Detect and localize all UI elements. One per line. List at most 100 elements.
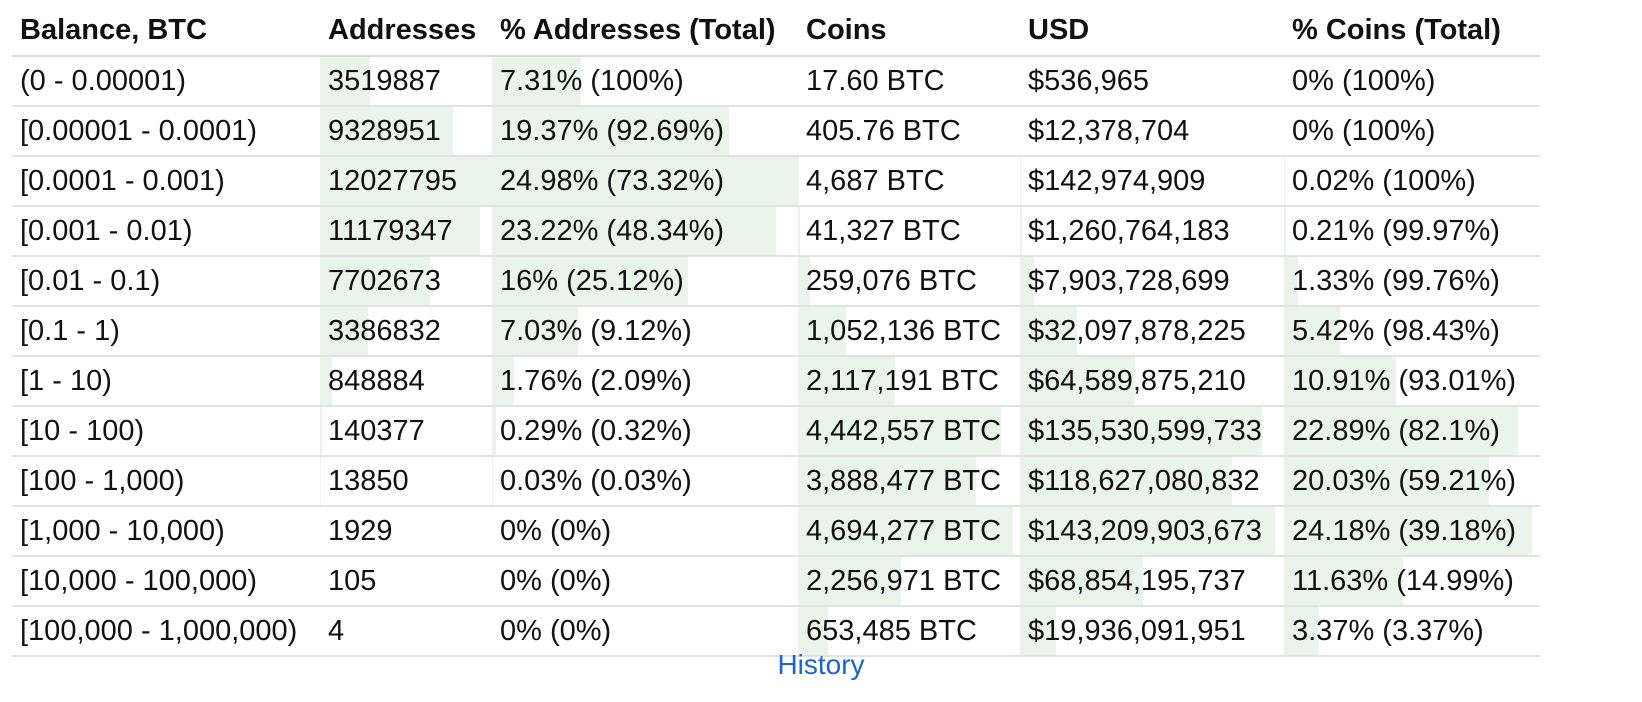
column-header-balance[interactable]: Balance, BTC: [12, 6, 320, 57]
pct-addresses-cell: 0% (0%): [492, 606, 798, 657]
share-bar: [798, 457, 976, 505]
pct-coins-cell: 24.18% (39.18%): [1284, 506, 1540, 557]
share-bar: [798, 307, 847, 355]
pct-addresses-cell: 16% (25.12%): [492, 256, 798, 307]
share-bar: [798, 207, 800, 255]
addresses-cell: 140377: [320, 406, 492, 457]
share-bar: [1020, 307, 1078, 355]
coins-cell: 259,076 BTC: [798, 256, 1020, 307]
coins-cell: 4,687 BTC: [798, 156, 1020, 207]
share-bar: [798, 407, 1002, 455]
table-row: [0.1 - 1) 3386832 7.03% (9.12%) 1,052,136 B…: [12, 306, 1540, 357]
share-bar: [1020, 207, 1023, 255]
usd-text: $32,097,878,225: [1028, 314, 1246, 347]
addresses-text: 13850: [328, 464, 409, 497]
coins-cell: 2,117,191 BTC: [798, 356, 1020, 407]
coins-text: 4,687 BTC: [806, 164, 945, 197]
coins-text: 17.60 BTC: [806, 64, 945, 97]
usd-cell: $1,260,764,183: [1020, 206, 1284, 257]
addresses-cell: 7702673: [320, 256, 492, 307]
share-bar: [1020, 357, 1136, 405]
balance-text: [0.00001 - 0.0001): [20, 114, 258, 147]
pct-addresses-text: 24.98% (73.32%): [500, 164, 725, 197]
pct-addresses-text: 0% (0%): [500, 514, 612, 547]
pct-coins-text: 0% (100%): [1292, 114, 1436, 147]
share-bar: [1020, 557, 1143, 605]
share-bar: [492, 307, 579, 355]
coins-cell: 2,256,971 BTC: [798, 556, 1020, 607]
table-row: (0 - 0.00001) 3519887 7.31% (100%) 17.60 BT…: [12, 56, 1540, 107]
pct-addresses-text: 0% (0%): [500, 614, 612, 647]
usd-cell: $118,627,080,832: [1020, 456, 1284, 507]
pct-addresses-text: 23.22% (48.34%): [500, 214, 725, 247]
pct-addresses-cell: 0.03% (0.03%): [492, 456, 798, 507]
pct-addresses-text: 0.03% (0.03%): [500, 464, 692, 497]
share-bar: [320, 407, 322, 455]
pct-coins-cell: 11.63% (14.99%): [1284, 556, 1540, 607]
share-bar: [798, 607, 828, 655]
table-row: [0.00001 - 0.0001) 9328951 19.37% (92.69%)…: [12, 106, 1540, 157]
balance-cell: [0.0001 - 0.001): [12, 156, 320, 207]
column-header-usd[interactable]: USD: [1020, 6, 1284, 57]
share-bar: [1284, 507, 1532, 555]
table-row: [100,000 - 1,000,000) 4 0% (0%) 653,485 BTC…: [12, 606, 1540, 657]
coins-text: 1,052,136 BTC: [806, 314, 1002, 347]
share-bar: [492, 207, 777, 255]
usd-cell: $536,965: [1020, 56, 1284, 107]
share-bar: [798, 257, 810, 305]
pct-addresses-cell: 0% (0%): [492, 556, 798, 607]
share-bar: [1284, 607, 1319, 655]
column-header-addresses[interactable]: Addresses: [320, 6, 492, 57]
addresses-text: 848884: [328, 364, 425, 397]
usd-text: $68,854,195,737: [1028, 564, 1246, 597]
usd-text: $143,209,903,673: [1028, 514, 1262, 547]
balance-distribution-table: Balance, BTC Addresses % Addresses (Tota…: [12, 6, 1540, 657]
share-bar: [1020, 457, 1232, 505]
balance-text: [0.1 - 1): [20, 314, 120, 347]
addresses-text: 105: [328, 564, 377, 597]
addresses-text: 9328951: [328, 114, 441, 147]
usd-text: $7,903,728,699: [1028, 264, 1230, 297]
share-bar: [1020, 607, 1056, 655]
pct-coins-text: 0.21% (99.97%): [1292, 214, 1500, 247]
column-header-coins[interactable]: Coins: [798, 6, 1020, 57]
addresses-cell: 11179347: [320, 206, 492, 257]
pct-addresses-cell: 0.29% (0.32%): [492, 406, 798, 457]
pct-addresses-text: 0% (0%): [500, 564, 612, 597]
table-row: [10 - 100) 140377 0.29% (0.32%) 4,442,557 B…: [12, 406, 1540, 457]
addresses-text: 12027795: [328, 164, 458, 197]
pct-coins-cell: 20.03% (59.21%): [1284, 456, 1540, 507]
share-bar: [492, 257, 688, 305]
usd-text: $118,627,080,832: [1028, 464, 1260, 497]
pct-coins-text: 20.03% (59.21%): [1292, 464, 1517, 497]
pct-coins-text: 3.37% (3.37%): [1292, 614, 1484, 647]
history-link[interactable]: History: [777, 649, 865, 680]
pct-addresses-cell: 24.98% (73.32%): [492, 156, 798, 207]
coins-text: 3,888,477 BTC: [806, 464, 1002, 497]
share-bar: [1020, 257, 1035, 305]
pct-coins-cell: 5.42% (98.43%): [1284, 306, 1540, 357]
balance-text: [100,000 - 1,000,000): [20, 614, 298, 647]
balance-cell: [0.01 - 0.1): [12, 256, 320, 307]
balance-cell: [100,000 - 1,000,000): [12, 606, 320, 657]
share-bar: [1020, 407, 1262, 455]
usd-text: $536,965: [1028, 64, 1149, 97]
addresses-cell: 13850: [320, 456, 492, 507]
share-bar: [798, 507, 1013, 555]
addresses-cell: 848884: [320, 356, 492, 407]
pct-addresses-text: 7.31% (100%): [500, 64, 684, 97]
share-bar: [1284, 357, 1396, 405]
balance-text: [0.001 - 0.01): [20, 214, 193, 247]
share-bar: [320, 207, 480, 255]
usd-cell: $143,209,903,673: [1020, 506, 1284, 557]
coins-text: 653,485 BTC: [806, 614, 977, 647]
addresses-cell: 12027795: [320, 156, 492, 207]
pct-coins-text: 22.89% (82.1%): [1292, 414, 1500, 447]
table-row: [100 - 1,000) 13850 0.03% (0.03%) 3,888,477…: [12, 456, 1540, 507]
table-row: [0.0001 - 0.001) 12027795 24.98% (73.32%) 4…: [12, 156, 1540, 207]
table-row: [1,000 - 10,000) 1929 0% (0%) 4,694,277 BTC…: [12, 506, 1540, 557]
column-header-pct-addresses[interactable]: % Addresses (Total): [492, 6, 798, 57]
column-header-pct-coins[interactable]: % Coins (Total): [1284, 6, 1540, 57]
pct-coins-text: 1.33% (99.76%): [1292, 264, 1500, 297]
share-bar: [320, 257, 431, 305]
